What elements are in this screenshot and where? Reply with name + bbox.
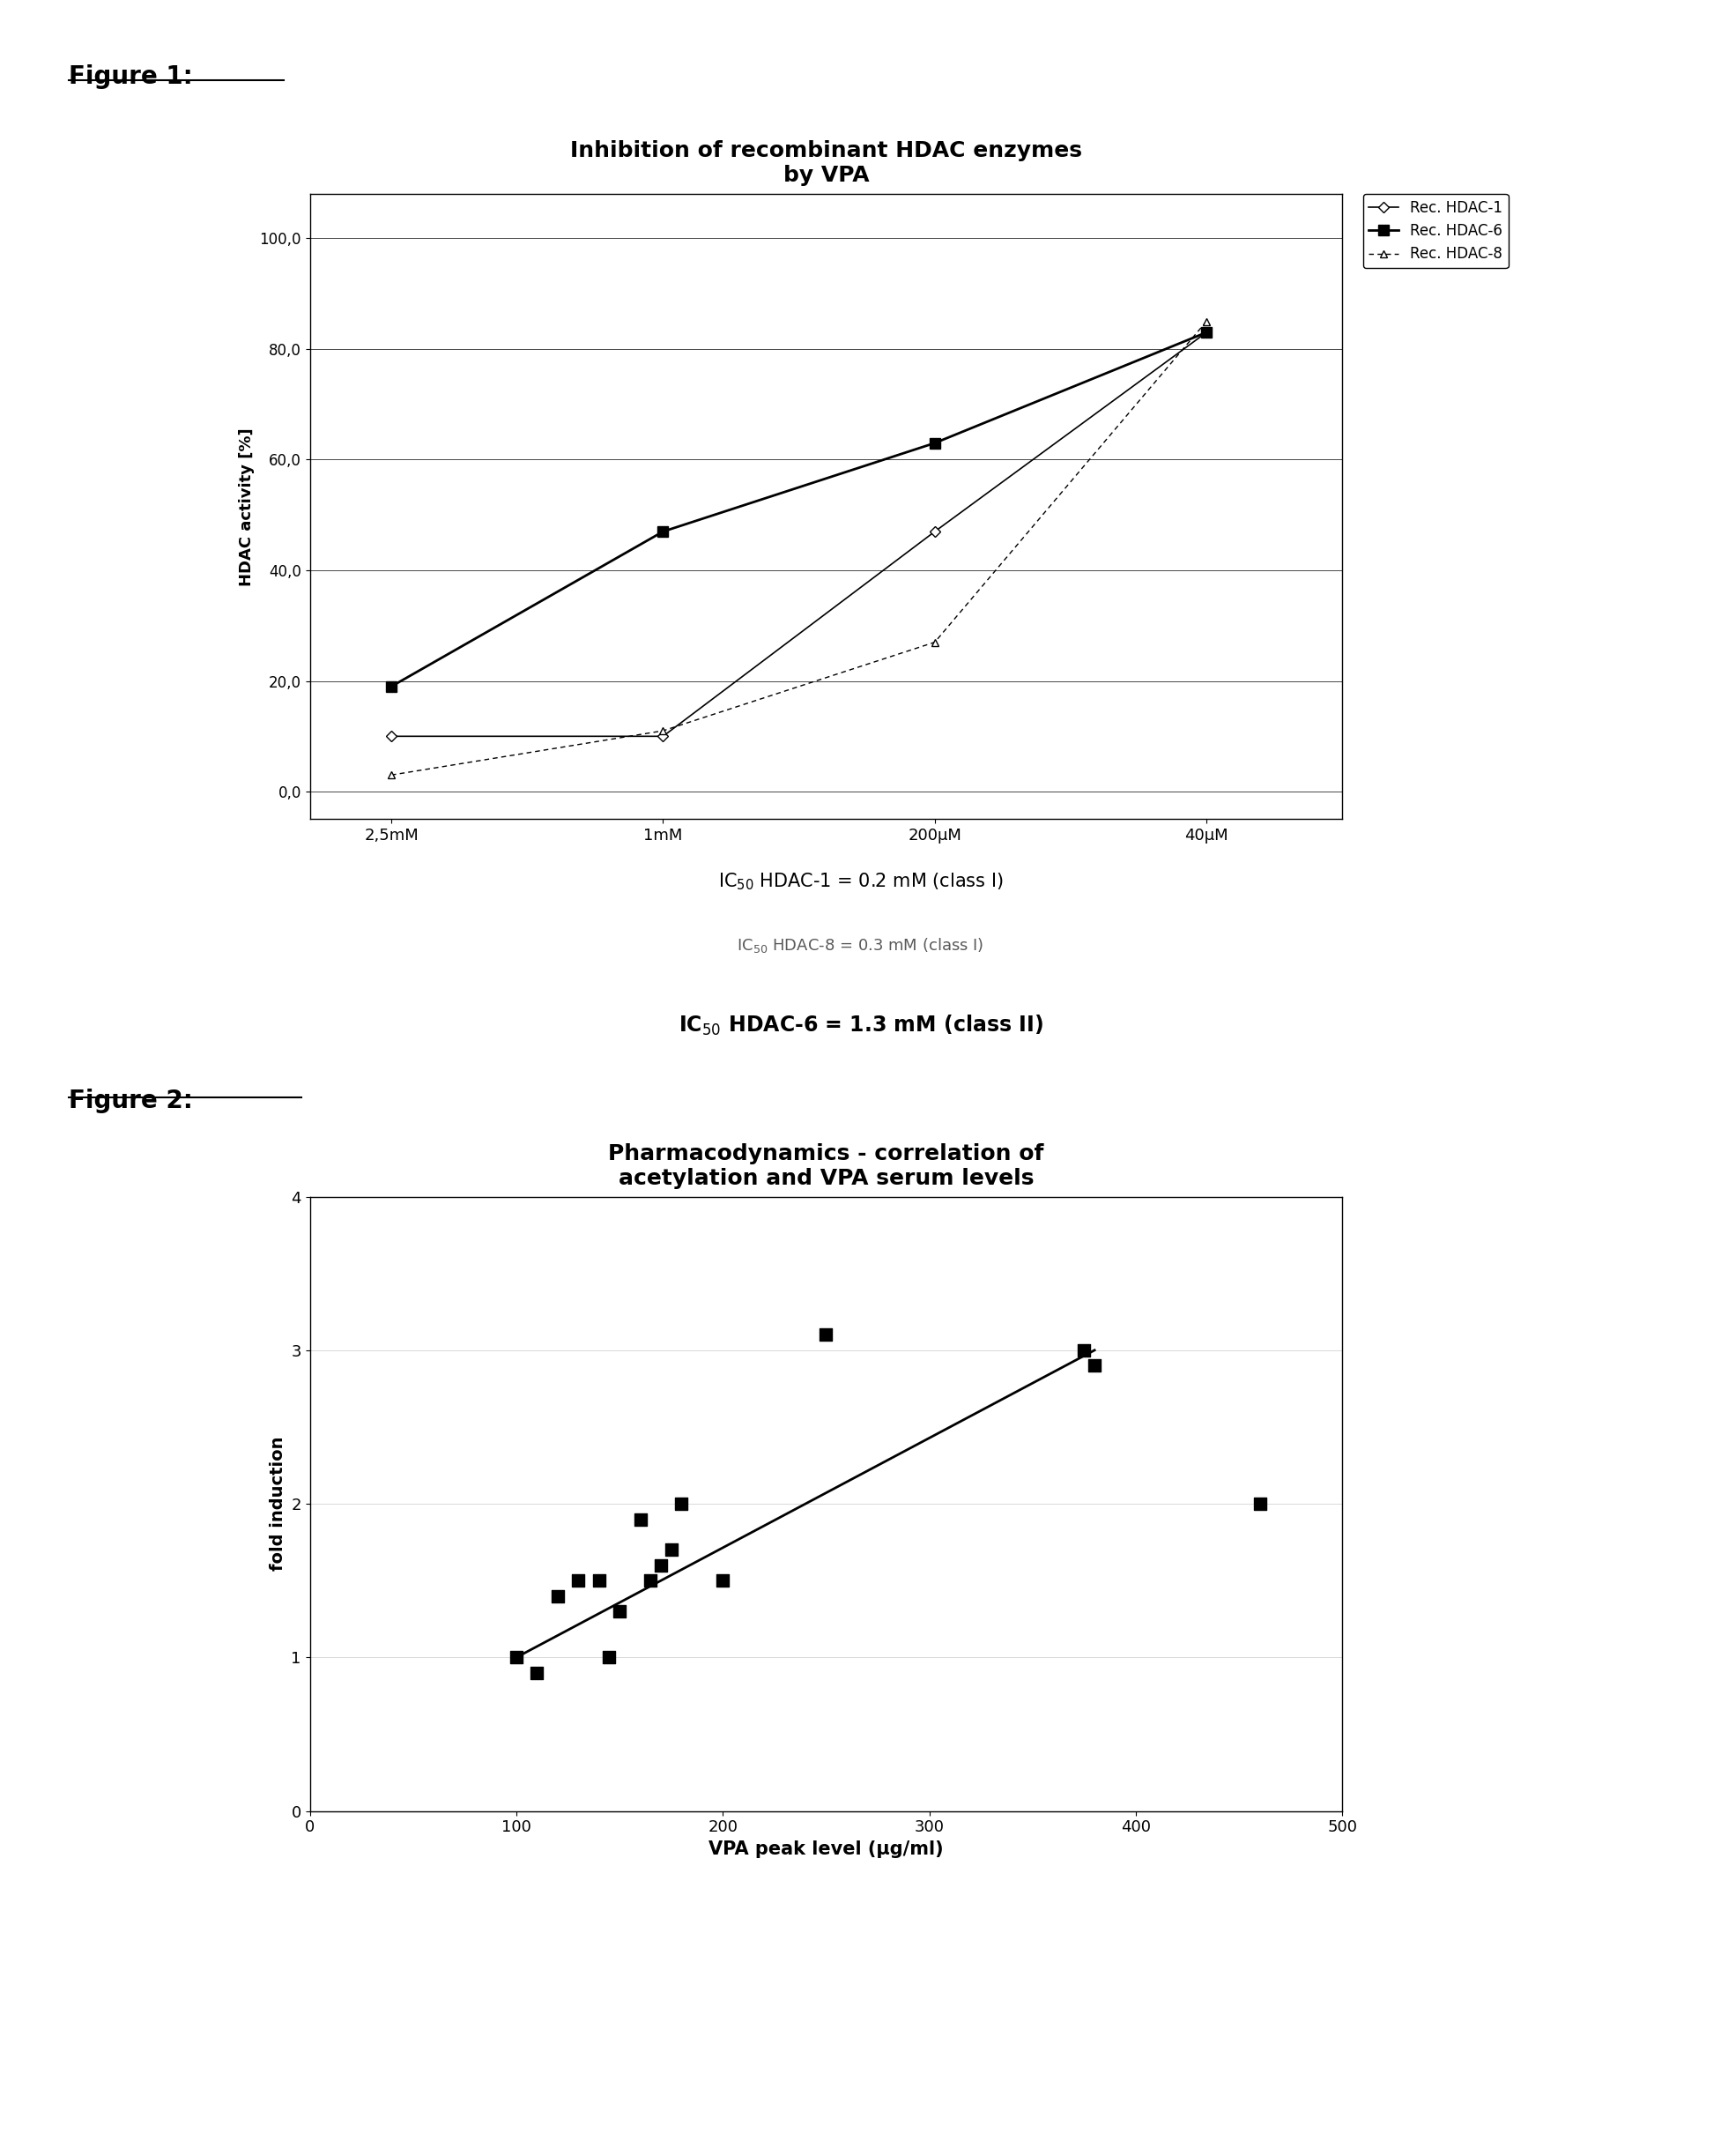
- Y-axis label: HDAC activity [%]: HDAC activity [%]: [239, 427, 255, 586]
- Rec. HDAC-6: [380, 673, 401, 699]
- Point: [585, 1563, 613, 1598]
- Rec. HDAC-6: [924, 429, 945, 455]
- Line: Rec. HDAC-8: Rec. HDAC-8: [387, 317, 1210, 778]
- Line: Rec. HDAC-1: Rec. HDAC-1: [387, 328, 1210, 740]
- Y-axis label: fold induction: fold induction: [270, 1436, 286, 1572]
- Rec. HDAC-1: [652, 724, 673, 750]
- Rec. HDAC-1: [924, 520, 945, 545]
- Text: IC$_{50}$ HDAC-1 = 0.2 mM (class I): IC$_{50}$ HDAC-1 = 0.2 mM (class I): [718, 871, 1003, 893]
- Line: Rec. HDAC-6: Rec. HDAC-6: [387, 328, 1212, 692]
- Point: [626, 1503, 654, 1537]
- Text: IC$_{50}$ HDAC-8 = 0.3 mM (class I): IC$_{50}$ HDAC-8 = 0.3 mM (class I): [737, 936, 984, 955]
- Point: [595, 1641, 623, 1675]
- Rec. HDAC-8: [380, 761, 401, 787]
- Title: Inhibition of recombinant HDAC enzymes
by VPA: Inhibition of recombinant HDAC enzymes b…: [570, 140, 1083, 185]
- Legend: Rec. HDAC-1, Rec. HDAC-6, Rec. HDAC-8: Rec. HDAC-1, Rec. HDAC-6, Rec. HDAC-8: [1363, 194, 1508, 267]
- Point: [812, 1317, 840, 1352]
- Rec. HDAC-8: [1196, 308, 1217, 334]
- Rec. HDAC-1: [380, 724, 401, 750]
- Point: [503, 1641, 530, 1675]
- Point: [564, 1563, 592, 1598]
- Text: IC$_{50}$ HDAC-6 = 1.3 mM (class II): IC$_{50}$ HDAC-6 = 1.3 mM (class II): [678, 1013, 1043, 1037]
- Point: [1246, 1488, 1274, 1522]
- Point: [709, 1563, 737, 1598]
- Rec. HDAC-6: [652, 520, 673, 545]
- Text: Figure 2:: Figure 2:: [69, 1089, 193, 1112]
- Point: [668, 1488, 695, 1522]
- X-axis label: VPA peak level (μg/ml): VPA peak level (μg/ml): [709, 1841, 943, 1858]
- Point: [523, 1656, 551, 1690]
- Point: [657, 1533, 685, 1567]
- Rec. HDAC-8: [652, 718, 673, 744]
- Point: [637, 1563, 664, 1598]
- Point: [1081, 1348, 1108, 1382]
- Rec. HDAC-8: [924, 630, 945, 655]
- Text: Figure 1:: Figure 1:: [69, 65, 193, 88]
- Point: [647, 1548, 675, 1583]
- Rec. HDAC-6: [1196, 319, 1217, 345]
- Point: [1070, 1332, 1098, 1367]
- Title: Pharmacodynamics - correlation of
acetylation and VPA serum levels: Pharmacodynamics - correlation of acetyl…: [608, 1143, 1045, 1188]
- Point: [544, 1578, 571, 1613]
- Point: [606, 1593, 633, 1628]
- Rec. HDAC-1: [1196, 319, 1217, 345]
